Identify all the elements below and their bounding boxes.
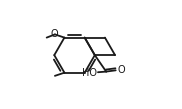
- Text: O: O: [118, 65, 125, 75]
- Text: HO: HO: [82, 68, 97, 78]
- Text: O: O: [51, 29, 58, 39]
